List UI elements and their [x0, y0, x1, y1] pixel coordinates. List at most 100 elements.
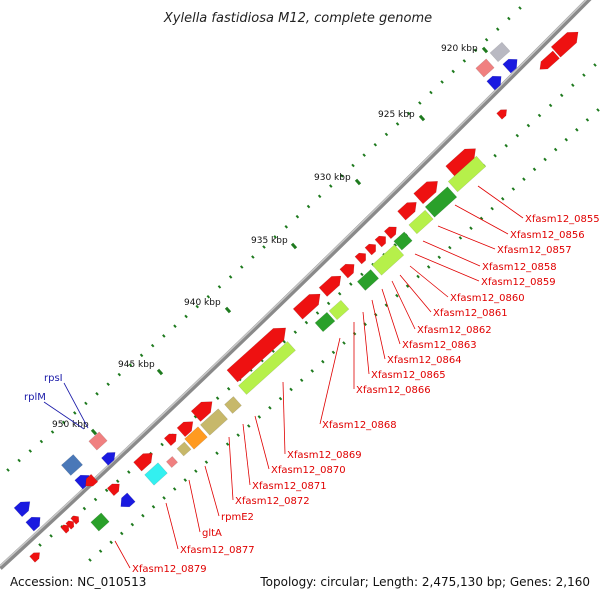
- gene-feature: [13, 501, 31, 518]
- leader-line: [228, 436, 234, 501]
- guide-dot: [130, 522, 135, 527]
- guide-dot: [593, 63, 597, 67]
- guide-dot: [310, 369, 314, 373]
- gene-label[interactable]: Xfasm12_0861: [433, 308, 508, 319]
- guide-dot: [349, 282, 353, 286]
- tick-mark: [90, 428, 98, 436]
- cds-feature: [163, 433, 177, 447]
- genome-backbone: [0, 0, 592, 570]
- tick-label: 950 kbp: [52, 420, 89, 430]
- guide-dot: [321, 359, 325, 364]
- gene-label[interactable]: Xfasm12_0869: [287, 450, 362, 461]
- cds-feature: [383, 226, 397, 240]
- guide-dot: [106, 382, 110, 387]
- gene-label[interactable]: Xfasm12_0868: [322, 420, 397, 431]
- gene-label[interactable]: Xfasm12_0855: [525, 214, 600, 225]
- gene-label[interactable]: Xfasm12_0860: [450, 293, 525, 304]
- guide-dot: [194, 469, 198, 473]
- guide-dot: [340, 174, 344, 178]
- cds-feature: [65, 520, 75, 530]
- guide-dot: [28, 449, 33, 453]
- rna-feature: [200, 408, 228, 436]
- leader-line: [381, 288, 401, 345]
- guide-dot: [501, 197, 505, 201]
- guide-dot: [571, 83, 575, 87]
- genome-backbone-highlight: [0, 0, 588, 567]
- gene-label[interactable]: rplM: [24, 392, 46, 403]
- guide-dot: [326, 301, 331, 306]
- gene-label[interactable]: Xfasm12_0856: [510, 230, 585, 241]
- tick-label: 925 kbp: [378, 110, 415, 120]
- gene-label[interactable]: Xfasm12_0866: [356, 385, 431, 396]
- guide-dot: [395, 122, 400, 126]
- leader-line: [362, 311, 370, 375]
- feature-track: [13, 31, 579, 563]
- guide-dot: [526, 123, 531, 128]
- guide-dot: [239, 265, 244, 269]
- gene-label[interactable]: Xfasm12_0863: [402, 340, 477, 351]
- gene-label[interactable]: gltA: [202, 528, 222, 539]
- guide-dot: [162, 334, 166, 338]
- gene-label[interactable]: Xfasm12_0879: [132, 564, 207, 575]
- cds-feature: [190, 401, 213, 422]
- guide-dot: [172, 487, 177, 491]
- gene-label[interactable]: Xfasm12_0871: [252, 481, 327, 492]
- leader-line: [43, 401, 85, 430]
- guide-dot: [215, 396, 220, 400]
- gene-label[interactable]: Xfasm12_0870: [271, 465, 346, 476]
- gene-feature: [120, 492, 136, 508]
- guide-dot: [462, 59, 467, 63]
- cds-feature: [226, 327, 287, 383]
- guide-dot: [337, 291, 342, 296]
- leader-line: [63, 382, 89, 429]
- gene-label[interactable]: Xfasm12_0877: [180, 545, 255, 556]
- guide-dot: [393, 243, 397, 247]
- cds-feature: [550, 31, 579, 58]
- tick-mark: [224, 306, 232, 314]
- guide-dot: [150, 343, 155, 348]
- guide-dot: [440, 80, 444, 84]
- guide-dot: [109, 540, 113, 545]
- leader-line: [454, 204, 509, 235]
- guide-dots: [6, 6, 600, 562]
- tick-mark: [481, 46, 489, 54]
- gene-label[interactable]: Xfasm12_0857: [497, 245, 572, 256]
- guide-dot: [304, 320, 309, 325]
- cds-feature: [496, 109, 507, 120]
- guide-dot: [184, 314, 188, 319]
- leader-line: [204, 465, 220, 517]
- gene-label[interactable]: Xfasm12_0858: [482, 262, 557, 273]
- guide-dot: [61, 420, 66, 425]
- gene-feature: [61, 454, 83, 476]
- leader-line: [391, 280, 416, 330]
- guide-dot: [95, 392, 99, 396]
- guide-dot: [362, 153, 366, 157]
- guide-dot: [518, 6, 522, 10]
- guide-dot: [173, 324, 177, 328]
- gene-label[interactable]: Xfasm12_0864: [387, 355, 462, 366]
- gene-label[interactable]: rpmE2: [221, 512, 254, 523]
- gene-label[interactable]: Xfasm12_0865: [371, 370, 446, 381]
- guide-dot: [507, 16, 511, 21]
- guide-dot: [183, 478, 187, 482]
- gene-label[interactable]: Xfasm12_0862: [417, 325, 492, 336]
- guide-dot: [416, 274, 420, 279]
- guide-dot: [215, 451, 219, 455]
- guide-dot: [82, 506, 87, 511]
- gene-labels: Xfasm12_0855 Xfasm12_0856 Xfasm12_0857 Xfas…: [24, 185, 600, 575]
- cds-feature: [397, 202, 417, 221]
- guide-dot: [38, 543, 42, 547]
- gene-feature: [101, 452, 116, 466]
- gene-label[interactable]: rpsI: [44, 373, 63, 384]
- cds-feature: [413, 181, 438, 205]
- guide-dot: [98, 549, 103, 553]
- accession-label: Accession: NC_010513: [10, 575, 146, 589]
- cds-feature: [539, 50, 560, 70]
- gene-label[interactable]: Xfasm12_0859: [481, 277, 556, 288]
- guide-dot: [115, 479, 120, 483]
- rna-feature: [314, 311, 336, 333]
- guide-dot: [352, 331, 357, 336]
- guide-dot: [331, 350, 336, 355]
- gene-label[interactable]: Xfasm12_0872: [235, 496, 310, 507]
- guide-dot: [548, 103, 553, 108]
